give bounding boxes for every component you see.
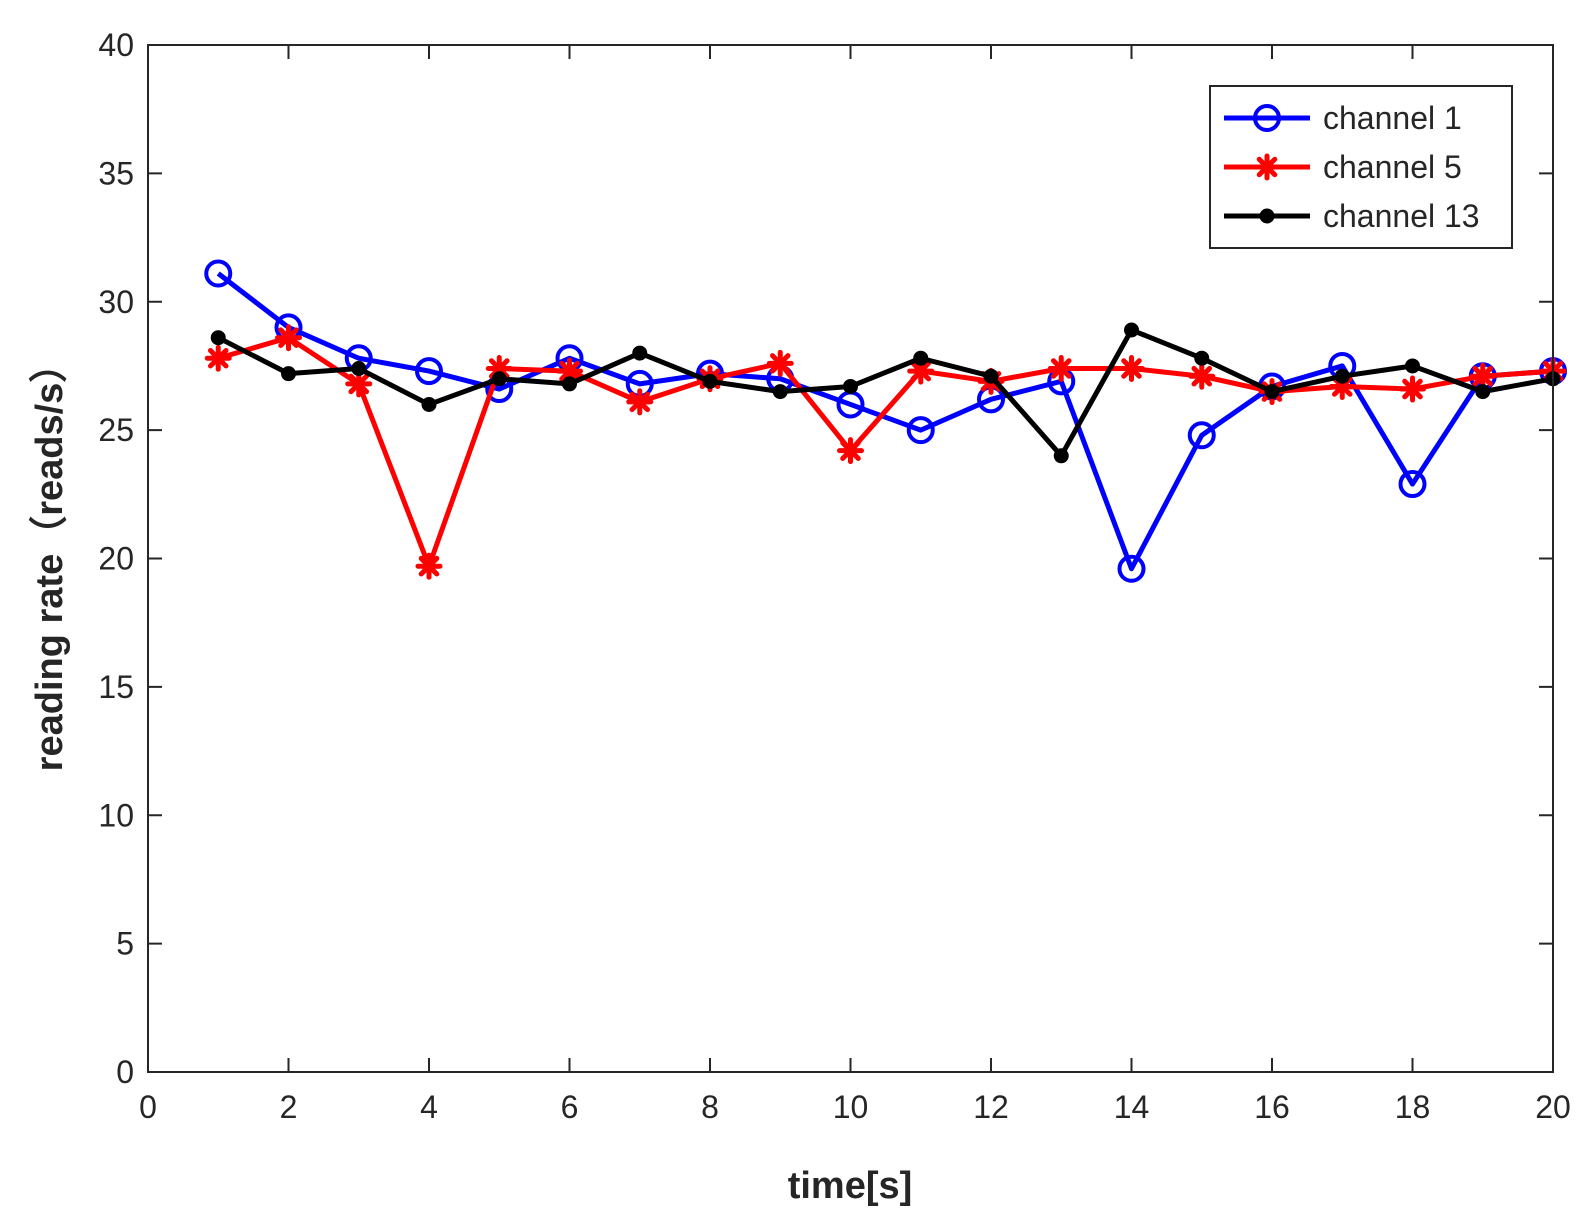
data-point-channel-13 <box>1405 358 1420 374</box>
data-point-channel-5 <box>1188 362 1216 390</box>
legend-label: channel 13 <box>1323 198 1480 234</box>
data-point-channel-5 <box>1118 355 1145 383</box>
legend-label: channel 5 <box>1323 149 1462 185</box>
plot-frame <box>147 44 1554 1073</box>
y-tick-label: 20 <box>98 541 134 577</box>
legend: channel 1 channel 5 channel 13 <box>1209 85 1513 249</box>
data-point-channel-13 <box>1053 448 1069 464</box>
data-point-channel-13 <box>351 361 367 377</box>
x-tick-label: 20 <box>1535 1089 1571 1125</box>
data-point-channel-5 <box>345 370 373 398</box>
y-tick-label: 5 <box>116 926 134 962</box>
data-point-channel-5 <box>275 324 302 352</box>
axis-ticks: 0 2 4 6 8 10 12 14 16 18 20 0 5 10 15 20 25 30 35 40 <box>98 27 1570 1125</box>
legend-label: channel 1 <box>1323 100 1462 136</box>
x-tick-label: 4 <box>420 1089 438 1125</box>
legend-marker <box>1259 208 1275 224</box>
data-point-channel-13 <box>772 384 788 400</box>
data-point-channel-1 <box>1187 421 1216 450</box>
data-point-channel-5 <box>204 344 232 372</box>
x-tick-label: 16 <box>1254 1089 1290 1125</box>
series-channel-5 <box>204 324 1567 580</box>
y-tick-label: 35 <box>98 155 134 191</box>
data-point-channel-13 <box>562 376 577 392</box>
data-point-channel-13 <box>491 371 507 387</box>
y-tick-label: 15 <box>98 669 134 705</box>
series-layer <box>204 259 1567 583</box>
data-point-channel-13 <box>421 396 437 412</box>
legend-marker <box>1253 104 1281 132</box>
data-point-channel-13 <box>1264 384 1280 400</box>
x-tick-label: 18 <box>1395 1089 1431 1125</box>
data-point-channel-13 <box>632 345 648 361</box>
x-tick-label: 14 <box>1114 1089 1150 1125</box>
data-point-channel-5 <box>415 552 443 580</box>
y-tick-label: 25 <box>98 412 134 448</box>
data-point-channel-13 <box>210 330 226 346</box>
legend-entry-channel-1: channel 1 <box>1224 100 1462 136</box>
x-tick-label: 12 <box>973 1089 1009 1125</box>
series-channel-13 <box>210 322 1561 464</box>
y-tick-label: 40 <box>98 27 134 63</box>
data-point-channel-13 <box>1124 322 1139 338</box>
series-line-channel-13 <box>217 327 1554 459</box>
data-point-channel-13 <box>983 368 999 384</box>
data-point-channel-13 <box>1475 384 1491 400</box>
data-point-channel-1 <box>1117 554 1146 583</box>
data-point-channel-5 <box>1469 362 1497 390</box>
legend-marker <box>1253 153 1281 181</box>
data-point-channel-1 <box>415 357 443 386</box>
x-tick-label: 0 <box>139 1089 157 1125</box>
y-axis-title: reading rate（reads/s） <box>29 345 71 772</box>
x-tick-label: 8 <box>701 1089 719 1125</box>
x-tick-label: 10 <box>833 1089 869 1125</box>
data-point-channel-5 <box>766 349 794 377</box>
x-tick-label: 2 <box>280 1089 298 1125</box>
data-point-channel-5 <box>1399 375 1426 403</box>
y-tick-label: 10 <box>98 797 134 833</box>
data-point-channel-13 <box>281 366 296 382</box>
data-point-channel-5 <box>1047 355 1075 383</box>
y-tick-label: 30 <box>98 284 134 320</box>
legend-entry-channel-13: channel 13 <box>1224 198 1480 234</box>
data-point-channel-13 <box>843 378 858 394</box>
data-point-channel-13 <box>913 350 929 366</box>
x-axis-title: time[s] <box>788 1165 913 1207</box>
data-point-channel-1 <box>204 259 233 288</box>
data-point-channel-13 <box>1194 350 1210 366</box>
x-tick-label: 6 <box>561 1089 579 1125</box>
y-tick-label: 0 <box>116 1054 134 1090</box>
legend-entry-channel-5: channel 5 <box>1224 149 1462 185</box>
data-point-channel-1 <box>906 416 935 445</box>
data-point-channel-13 <box>1334 368 1350 384</box>
data-point-channel-5 <box>837 437 864 465</box>
data-point-channel-13 <box>702 373 718 389</box>
data-point-channel-1 <box>1398 470 1427 499</box>
data-point-channel-5 <box>626 388 654 416</box>
